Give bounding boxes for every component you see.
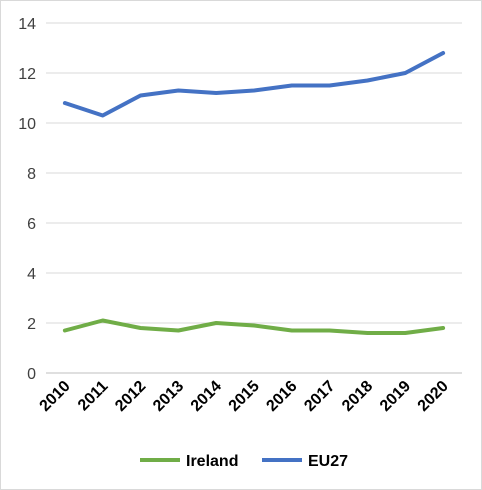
y-axis-ticks: 0 2 4 6 8 10 12 14 [18, 16, 36, 383]
series-line-ireland [62, 318, 446, 335]
legend: Ireland EU27 [140, 453, 348, 470]
y-tick-label: 0 [27, 366, 36, 383]
x-axis-ticks: 2010 2011 2012 2013 2014 2015 2016 2017 2018 2019… [37, 378, 452, 415]
legend-label-eu27: EU27 [308, 453, 348, 470]
y-tick-label: 4 [27, 266, 36, 283]
x-tick-label: 2015 [226, 378, 263, 415]
legend-label-ireland: Ireland [186, 453, 238, 470]
x-tick-label: 2011 [75, 378, 112, 415]
x-tick-label: 2014 [188, 378, 225, 415]
x-tick-label: 2010 [37, 378, 74, 415]
x-tick-label: 2013 [150, 378, 187, 415]
x-tick-label: 2012 [112, 378, 149, 415]
series-line-eu27 [62, 51, 446, 118]
y-tick-label: 2 [27, 316, 36, 333]
series-lines [62, 51, 446, 335]
y-tick-label: 10 [18, 116, 36, 133]
x-tick-label: 2018 [339, 378, 376, 415]
y-tick-label: 6 [27, 216, 36, 233]
y-tick-label: 14 [18, 16, 36, 33]
x-tick-label: 2017 [301, 378, 338, 415]
x-tick-label: 2016 [263, 378, 300, 415]
x-tick-label: 2020 [415, 378, 452, 415]
y-tick-label: 8 [27, 166, 36, 183]
x-tick-label: 2019 [377, 378, 414, 415]
y-tick-label: 12 [18, 66, 36, 83]
